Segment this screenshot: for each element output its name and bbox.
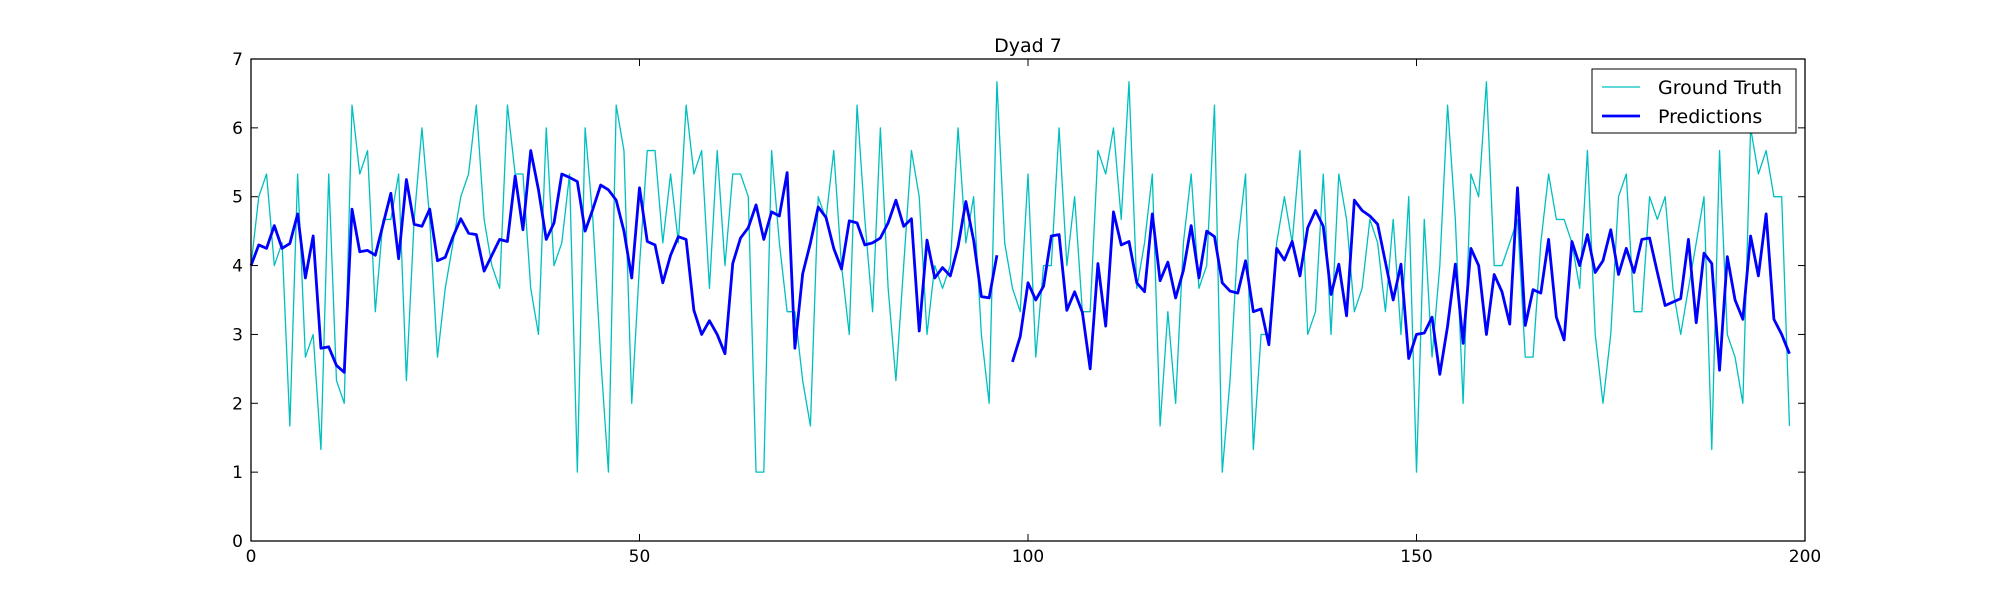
x-tick-label: 150 [1400,547,1432,567]
x-tick-label: 0 [246,547,257,567]
series-predictions [249,149,1791,376]
y-tick-label: 6 [232,119,243,139]
series-line [1011,186,1791,376]
legend-box [1591,68,1797,134]
y-tick-label: 0 [232,532,243,552]
y-tick-label: 3 [232,325,243,345]
y-tick-label: 7 [232,50,243,70]
x-axis: 0 50 100 150 200 [246,59,1821,567]
x-tick-label: 100 [1012,547,1044,567]
legend-label: Predictions [1658,106,1762,128]
x-tick-label: 50 [629,547,651,567]
series-ground-truth [250,81,1791,473]
series-line [249,149,999,374]
x-tick-label: 200 [1789,547,1821,567]
y-tick-label: 1 [232,463,243,483]
y-tick-label: 4 [232,257,243,277]
legend-label: Ground Truth [1658,77,1782,99]
series-layer [249,81,1791,473]
chart-title: Dyad 7 [994,35,1062,57]
legend: Ground Truth Predictions [1591,68,1797,134]
plot-frame [250,58,1806,542]
y-tick-label: 2 [232,394,243,414]
series-line [250,81,1791,473]
y-axis: 0 1 2 3 4 5 6 7 [232,50,1805,552]
y-tick-label: 5 [232,188,243,208]
